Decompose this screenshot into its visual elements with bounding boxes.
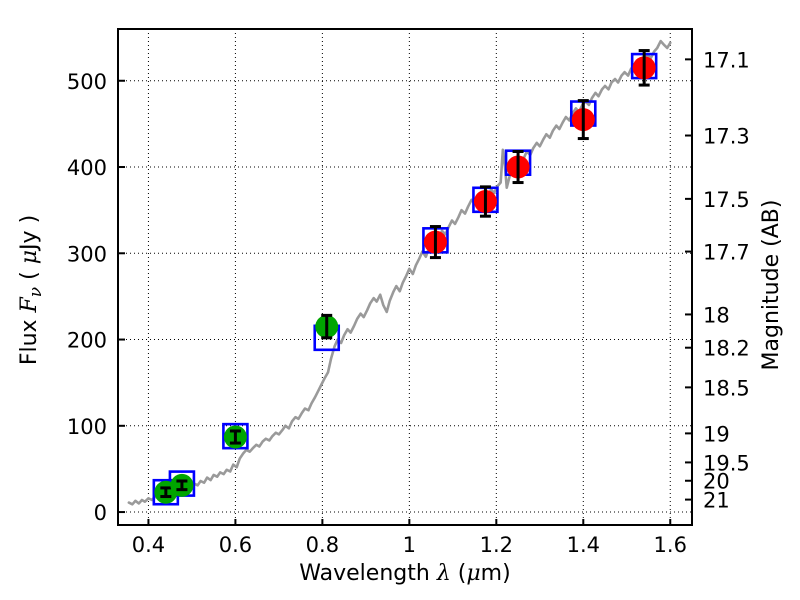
- y-tick-label-right: 17.3: [703, 125, 750, 149]
- data-point: [571, 99, 595, 141]
- axes-frame: [117, 28, 693, 526]
- axis-tick-labels: 0.4 0.6 0.8 1 1.2 1.4 1.6 0 100 200 300 400 500 17.1 1…: [67, 48, 750, 557]
- data-point: [223, 425, 247, 449]
- y-tick-label-left: 100: [67, 415, 107, 439]
- y-tick-label-right: 17.1: [703, 48, 750, 72]
- x-axis-title: Wavelength λ (μm): [299, 561, 510, 586]
- data-point: [423, 225, 447, 260]
- x-tick-label: 1.6: [654, 533, 687, 557]
- axis-ticks: [118, 58, 692, 525]
- y-axis-right-title: Magnitude (AB): [759, 200, 784, 371]
- y-tick-label-right: 18: [703, 303, 730, 327]
- x-tick-label: 1.4: [567, 533, 600, 557]
- svg-text:Magnitude (AB): Magnitude (AB): [759, 200, 784, 371]
- grid-lines: [118, 29, 692, 525]
- data-point: [170, 473, 194, 497]
- x-tick-label: 1: [403, 533, 416, 557]
- y-tick-label-right: 19: [703, 422, 730, 446]
- svg-text:Wavelength λ (μm): Wavelength λ (μm): [299, 561, 510, 586]
- x-tick-label: 0.8: [306, 533, 339, 557]
- y-tick-label-right: 19.5: [703, 451, 750, 475]
- plot-frame: [117, 28, 693, 526]
- observed-photometry-points: [154, 49, 656, 504]
- y-tick-label-left: 400: [67, 156, 107, 180]
- x-tick-label: 0.6: [219, 533, 252, 557]
- y-tick-label-right: 17.5: [703, 188, 750, 212]
- data-point: [473, 185, 497, 218]
- y-tick-label-right: 17.7: [703, 241, 750, 265]
- y-tick-label-right: 20: [703, 470, 730, 494]
- svg-text:Flux Fν ( μJy ): Flux Fν ( μJy ): [17, 215, 46, 365]
- y-axis-left-title: Flux Fν ( μJy ): [17, 215, 46, 365]
- x-tick-label: 1.2: [480, 533, 513, 557]
- y-tick-label-left: 200: [67, 329, 107, 353]
- y-tick-label-left: 0: [94, 501, 107, 525]
- y-tick-label-right: 18.2: [703, 337, 750, 361]
- y-tick-label-left: 300: [67, 242, 107, 266]
- data-point: [506, 149, 530, 185]
- data-point: [315, 313, 339, 340]
- y-tick-label-right: 18.5: [703, 376, 750, 400]
- data-point: [632, 49, 656, 87]
- y-tick-label-left: 500: [67, 70, 107, 94]
- x-tick-label: 0.4: [132, 533, 165, 557]
- y-tick-label-right: 21: [703, 489, 730, 513]
